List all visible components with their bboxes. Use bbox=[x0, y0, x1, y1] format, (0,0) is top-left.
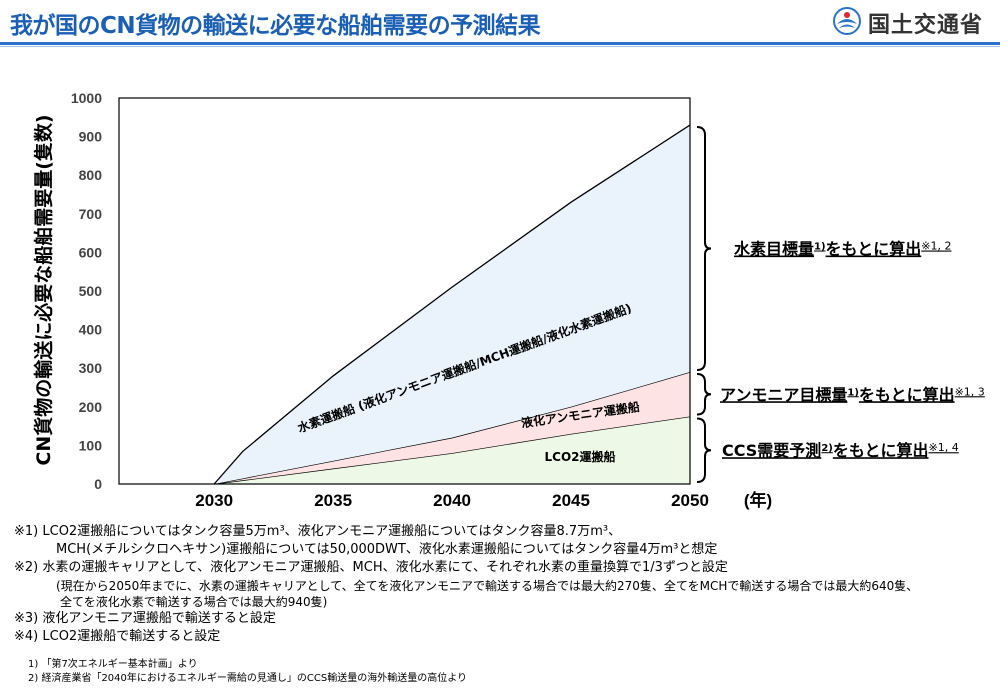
x-tick-label: 2035 bbox=[314, 491, 352, 510]
y-tick-label: 500 bbox=[79, 283, 103, 299]
mlit-emblem-icon bbox=[833, 7, 861, 35]
x-tick-label: 2045 bbox=[552, 491, 590, 510]
x-tick-label: 2050 bbox=[671, 491, 709, 510]
y-tick-label: 200 bbox=[79, 399, 103, 415]
x-tick-labels: 2030 2035 2040 2045 2050 bbox=[195, 491, 709, 510]
footnote-1: 1) 「第7次エネルギー基本計画」より bbox=[28, 659, 198, 670]
y-tick-label: 800 bbox=[79, 167, 103, 183]
y-tick-label: 100 bbox=[79, 437, 103, 453]
line-series-3 bbox=[213, 124, 691, 485]
x-tick-label: 2030 bbox=[195, 491, 233, 510]
y-tick-label: 1000 bbox=[71, 90, 102, 106]
note-1b: MCH(メチルシクロヘキサン)運搬船については50,000DWT、液化水素運搬船… bbox=[56, 542, 718, 557]
footnote-2: 2) 経済産業省「2040年におけるエネルギー需給の見通し」のCCS輸送量の海外… bbox=[28, 673, 468, 684]
note-2a: ※2) 水素の運搬キャリアとして、液化アンモニア運搬船、MCH、液化水素にて、そ… bbox=[14, 560, 728, 575]
bracket-1 bbox=[696, 126, 712, 372]
y-tick-label: 700 bbox=[79, 206, 103, 222]
area-series-1 bbox=[214, 416, 690, 484]
y-tick-labels: 0 100 200 300 400 500 600 700 800 900 1000 bbox=[71, 90, 102, 492]
annotation-3: CCS需要予測2)をもとに算出※1, 4 bbox=[722, 441, 959, 460]
y-tick-label: 600 bbox=[79, 244, 103, 260]
area-series-3 bbox=[214, 125, 690, 485]
bracket-2 bbox=[696, 373, 712, 416]
bracket-3 bbox=[696, 417, 712, 483]
note-4: ※4) LCO2運搬船で輸送すると設定 bbox=[14, 629, 221, 644]
y-tick-label: 900 bbox=[79, 129, 103, 145]
annotation-2: アンモニア目標量1)をもとに算出※1, 3 bbox=[720, 385, 985, 404]
y-tick-label: 300 bbox=[79, 360, 103, 376]
note-1a: ※1) LCO2運搬船についてはタンク容量5万m³、液化アンモニア運搬船について… bbox=[14, 524, 622, 539]
annotation-1: 水素目標量1)をもとに算出※1, 2 bbox=[734, 240, 951, 259]
plot-frame bbox=[118, 97, 691, 485]
mlit-logo: 国土交通省 bbox=[832, 4, 1000, 38]
title-bar: 我が国のCN貨物の輸送に必要な船舶需要の予測結果 国土交通省 bbox=[0, 0, 1000, 48]
title-rule bbox=[0, 42, 1000, 45]
annotation-brackets: 水素目標量1)をもとに算出※1, 2 アンモニア目標量1)をもとに算出※1, 3 C… bbox=[696, 126, 985, 483]
y-axis-label: CN貨物の輸送に必要な船舶需要量(隻数) bbox=[32, 114, 55, 465]
note-2b: (現在から2050年までに、水素の運搬キャリアとして、全てを液化アンモニアで輸送… bbox=[56, 579, 919, 593]
x-axis-label: (年) bbox=[744, 490, 772, 510]
title-rule-thin bbox=[0, 46, 1000, 47]
y-tick-label: 400 bbox=[79, 322, 103, 338]
page-title: 我が国のCN貨物の輸送に必要な船舶需要の予測結果 bbox=[10, 13, 541, 39]
note-3: ※3) 液化アンモニア運搬船で輸送すると設定 bbox=[14, 611, 276, 626]
y-tick-label: 0 bbox=[94, 476, 102, 492]
area-series-2 bbox=[214, 372, 690, 484]
note-2c: 全てを液化水素で輸送する場合では最大約940隻) bbox=[60, 595, 328, 609]
logo-text: 国土交通省 bbox=[868, 13, 984, 38]
series-label-lco2: LCO2運搬船 bbox=[544, 449, 615, 464]
x-tick-label: 2040 bbox=[433, 491, 471, 510]
chart-areas bbox=[213, 124, 691, 485]
